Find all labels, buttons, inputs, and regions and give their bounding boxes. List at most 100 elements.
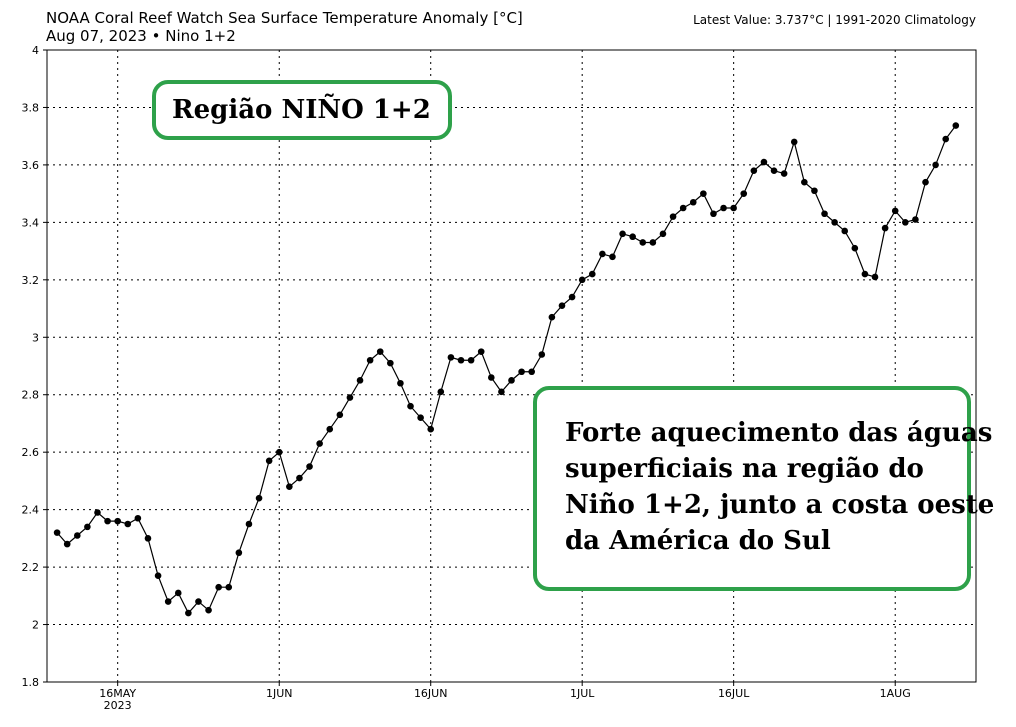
data-point bbox=[588, 270, 596, 278]
data-point bbox=[730, 204, 737, 212]
data-point bbox=[518, 368, 525, 376]
data-point bbox=[326, 425, 334, 433]
data-point bbox=[639, 239, 647, 246]
x-tick-label: 1JUL bbox=[570, 687, 595, 700]
data-point bbox=[679, 204, 687, 212]
data-point bbox=[609, 253, 616, 261]
plot-frame bbox=[46, 49, 977, 683]
y-tick-label: 3.2 bbox=[22, 274, 40, 287]
region-annotation-box bbox=[152, 80, 452, 140]
description-line-4: da América do Sul bbox=[565, 526, 831, 556]
chart-subtitle: Aug 07, 2023 • Nino 1+2 bbox=[46, 27, 236, 45]
y-tick-label: 3.8 bbox=[22, 101, 40, 114]
data-point bbox=[689, 198, 697, 206]
data-point bbox=[447, 354, 455, 361]
data-point bbox=[811, 187, 818, 195]
y-axis: 1.8 2 2.2 2.4 2.6 2.8 3 3.2 3.4 3.6 3.8 4 bbox=[22, 44, 47, 689]
data-point bbox=[477, 348, 485, 355]
x-tick-label: 1AUG bbox=[880, 687, 911, 700]
data-point bbox=[397, 379, 404, 387]
data-point bbox=[356, 377, 364, 384]
data-point bbox=[750, 167, 758, 174]
description-annotation: Forte aquecimento das águas superficiais… bbox=[533, 386, 994, 591]
data-point bbox=[568, 293, 576, 301]
x-tick-sublabel: 2023 bbox=[104, 699, 132, 712]
data-point bbox=[942, 135, 950, 143]
region-annotation-text: Região NIÑO 1+2 bbox=[172, 93, 431, 125]
data-point bbox=[861, 270, 869, 278]
data-point bbox=[700, 190, 707, 197]
description-line-1: Forte aquecimento das águas bbox=[565, 418, 992, 448]
y-tick-label: 4 bbox=[32, 44, 39, 57]
y-tick-label: 3.4 bbox=[22, 216, 40, 229]
data-point bbox=[164, 598, 172, 605]
data-point bbox=[94, 509, 101, 516]
chart-title: NOAA Coral Reef Watch Sea Surface Temper… bbox=[46, 9, 523, 27]
x-tick-label: 16JUL bbox=[718, 687, 750, 700]
data-point bbox=[346, 394, 354, 401]
data-point bbox=[336, 411, 344, 419]
data-point bbox=[922, 178, 929, 186]
data-point bbox=[619, 230, 626, 238]
data-point bbox=[104, 517, 111, 525]
data-point bbox=[84, 523, 91, 531]
data-point bbox=[891, 207, 899, 215]
data-point bbox=[376, 348, 384, 355]
data-point bbox=[73, 532, 81, 539]
description-line-3: Niño 1+2, junto a costa oeste bbox=[565, 490, 994, 520]
data-point bbox=[265, 457, 273, 465]
data-point bbox=[548, 313, 556, 321]
data-point bbox=[286, 483, 293, 490]
data-point bbox=[780, 170, 788, 177]
data-point bbox=[437, 388, 445, 396]
data-point bbox=[740, 190, 748, 197]
data-point bbox=[245, 520, 253, 528]
y-tick-label: 3.6 bbox=[22, 159, 40, 172]
data-point bbox=[629, 233, 636, 241]
data-point bbox=[387, 359, 394, 367]
y-tick-label: 1.8 bbox=[22, 676, 40, 689]
data-point bbox=[760, 158, 768, 166]
data-point bbox=[831, 219, 838, 226]
description-line-2: superficiais na região do bbox=[565, 454, 924, 484]
region-annotation: Região NIÑO 1+2 bbox=[152, 80, 452, 140]
data-point bbox=[659, 230, 667, 238]
y-tick-label: 2.2 bbox=[22, 561, 40, 574]
y-tick-label: 2.8 bbox=[22, 389, 40, 402]
data-point bbox=[821, 210, 828, 218]
data-point bbox=[225, 583, 233, 591]
data-point bbox=[528, 368, 535, 376]
data-point bbox=[114, 517, 121, 525]
data-point bbox=[488, 374, 495, 381]
data-point bbox=[366, 356, 374, 364]
data-point bbox=[205, 606, 212, 614]
data-point bbox=[599, 250, 606, 258]
data-point bbox=[508, 377, 515, 384]
data-point bbox=[498, 388, 505, 396]
data-point bbox=[932, 161, 939, 169]
data-point bbox=[235, 549, 243, 557]
data-point bbox=[306, 463, 313, 470]
data-point bbox=[558, 302, 566, 309]
data-point bbox=[952, 122, 960, 129]
x-tick-label: 16MAY bbox=[99, 687, 136, 700]
data-point bbox=[669, 213, 677, 220]
data-point bbox=[881, 224, 889, 232]
data-point bbox=[407, 402, 414, 410]
data-point bbox=[801, 178, 808, 186]
x-tick-label: 16JUN bbox=[414, 687, 448, 700]
data-point bbox=[912, 216, 919, 223]
y-tick-label: 2 bbox=[32, 619, 39, 632]
data-point bbox=[296, 474, 303, 482]
data-point bbox=[417, 414, 424, 422]
data-point bbox=[144, 535, 152, 542]
data-point bbox=[457, 356, 465, 364]
data-point bbox=[53, 529, 61, 536]
data-point bbox=[538, 351, 546, 358]
y-tick-label: 2.4 bbox=[22, 504, 40, 517]
data-point bbox=[316, 440, 323, 447]
data-point bbox=[790, 138, 798, 146]
data-point bbox=[124, 520, 132, 528]
data-point bbox=[427, 425, 435, 433]
